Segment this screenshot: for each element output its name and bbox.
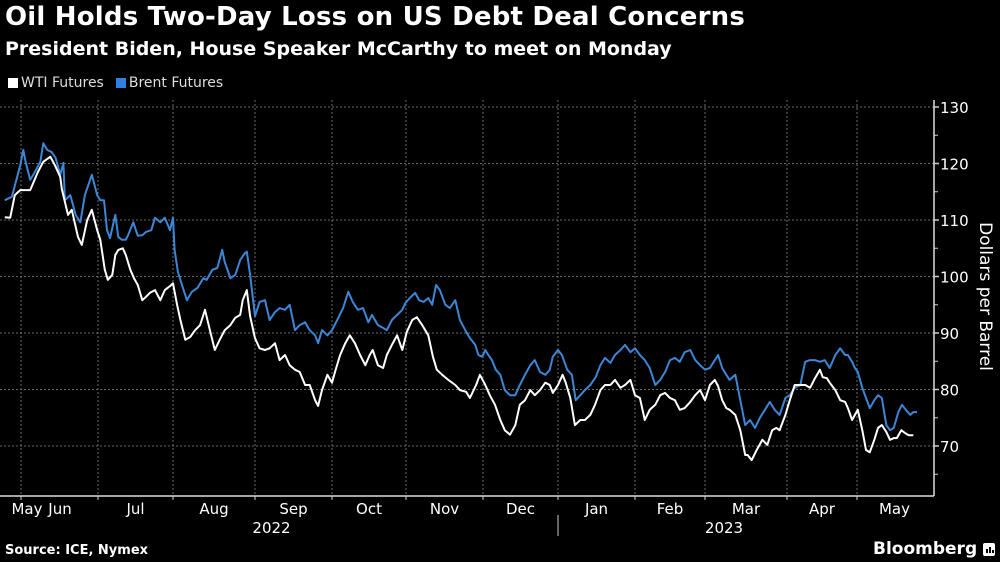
legend-item-wti[interactable]: WTI Futures [8,75,104,91]
y-tick-label: 130 [940,99,969,117]
axes [0,100,939,536]
y-axis-title: Dollars per Barrel [975,222,995,371]
legend-swatch-wti [8,78,18,88]
source-note: Source: ICE, Nymex [5,543,149,558]
year-label: 2023 [705,519,743,537]
x-tick-label: Jun [47,500,71,518]
x-tick-label: Mar [732,500,761,518]
series-lines [4,142,918,462]
x-tick-label: May [879,500,910,518]
x-tick-label: Sep [279,500,307,518]
gridlines [0,100,934,496]
bloomberg-logo: Bloomberg [873,539,996,559]
x-tick-label: Nov [430,500,459,518]
bar-chart-icon [983,542,996,556]
x-tick-label: Oct [356,500,382,518]
y-tick-label: 100 [940,269,969,287]
y-tick-label: 120 [940,156,969,174]
series-line-brent [4,142,917,432]
year-label: 2022 [252,519,290,537]
axis-labels: 70 80 90 100 110 120 130 May Jun Jul Aug Sep Oct Nov D… [11,99,995,537]
chart-title: Oil Holds Two-Day Loss on US Debt Deal C… [5,2,746,32]
y-tick-label: 90 [940,325,959,343]
x-tick-label: Jul [125,500,144,518]
x-tick-label: May [11,500,42,518]
series-line-wti [4,155,914,462]
x-tick-label: Apr [809,500,836,518]
x-tick-label: Jan [584,500,608,518]
brand-name: Bloomberg [873,539,978,559]
legend-swatch-brent [115,78,126,88]
legend: WTI Futures Brent Futures [8,75,223,91]
y-tick-label: 70 [940,438,959,456]
legend-label-brent: Brent Futures [128,75,224,91]
x-tick-label: Feb [657,500,684,518]
x-tick-label: Aug [199,500,228,518]
legend-label-wti: WTI Futures [21,75,104,91]
chart-subtitle: President Biden, House Speaker McCarthy … [5,38,672,60]
y-tick-label: 110 [940,212,969,230]
legend-item-brent[interactable]: Brent Futures [115,75,224,91]
y-tick-label: 80 [940,382,959,400]
x-tick-label: Dec [506,500,535,518]
